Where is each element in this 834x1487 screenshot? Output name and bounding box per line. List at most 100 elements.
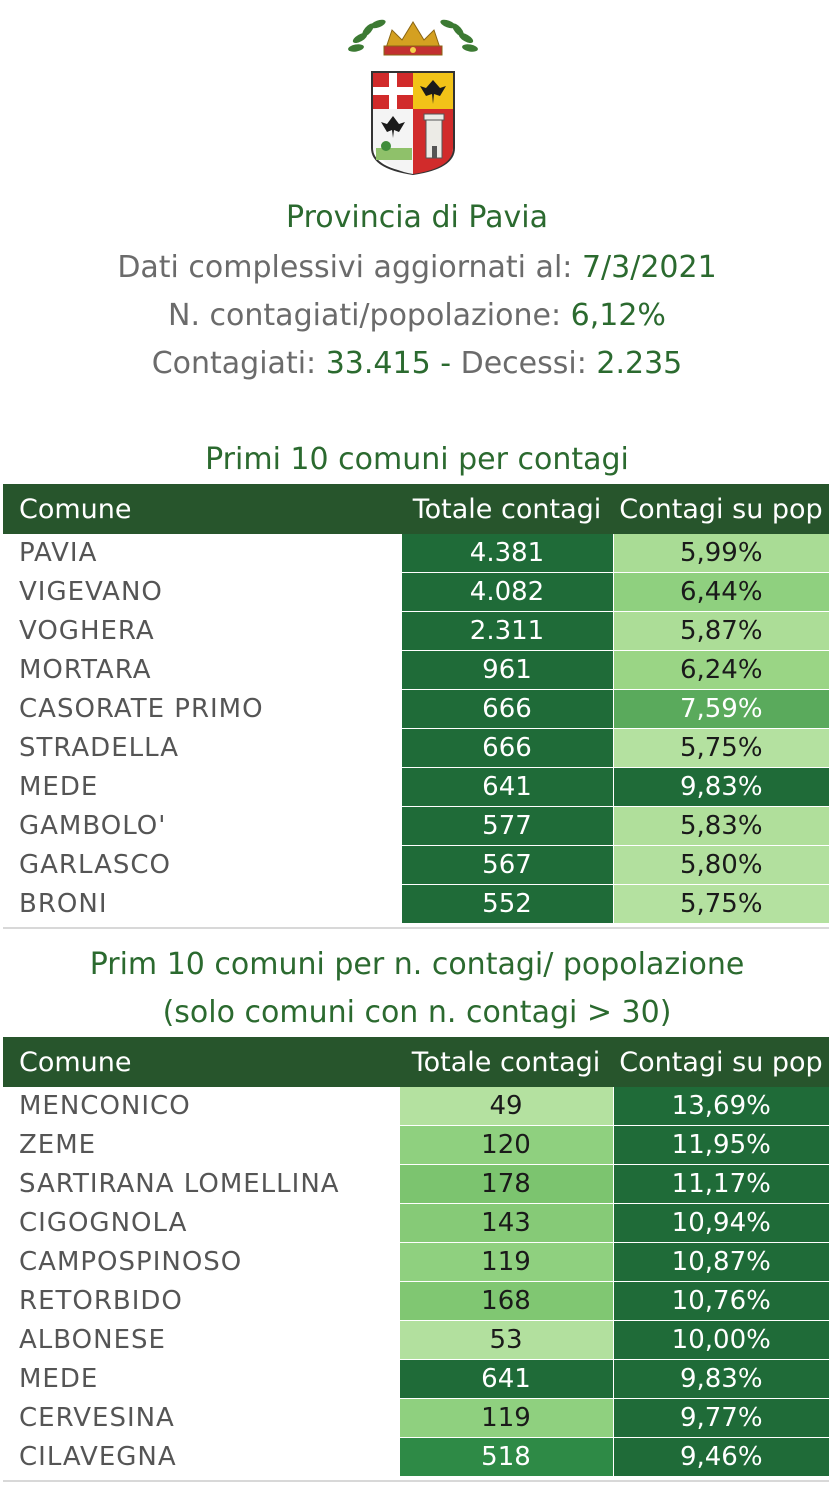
infected-label: Contagiati:	[151, 346, 317, 381]
cell-totale-contagi: 641	[398, 1359, 613, 1399]
ratio-line: N. contagiati/popolazione: 6,12%	[0, 298, 834, 333]
update-date: 7/3/2021	[581, 250, 717, 285]
cell-totale-contagi: 4.082	[400, 572, 613, 612]
cell-totale-contagi: 552	[400, 884, 613, 924]
table-row[interactable]: PAVIA 4.381 5,99%	[3, 534, 829, 573]
cell-contagi-su-pop: 9,83%	[612, 1359, 829, 1399]
cell-contagi-su-pop: 7,59%	[612, 689, 829, 729]
cell-contagi-su-pop: 10,76%	[612, 1281, 829, 1321]
update-line: Dati complessivi aggiornati al: 7/3/2021	[0, 250, 834, 285]
cell-comune: MORTARA	[3, 650, 401, 690]
table2-title-line2: (solo comuni con n. contagi > 30)	[162, 995, 672, 1030]
cell-contagi-su-pop: 9,83%	[612, 767, 829, 807]
cell-contagi-su-pop: 5,80%	[612, 845, 829, 885]
cell-comune: MEDE	[3, 1359, 399, 1399]
deaths-value: 2.235	[596, 346, 683, 381]
cell-comune: STRADELLA	[3, 728, 401, 768]
table1-bottom-rule	[3, 927, 829, 929]
cell-totale-contagi: 4.381	[400, 534, 613, 573]
table-header-row: Comune Totale contagi Contagi su pop	[3, 1037, 829, 1087]
cell-comune: PAVIA	[3, 534, 401, 573]
cell-totale-contagi: 666	[400, 728, 613, 768]
cell-comune: ALBONESE	[3, 1320, 399, 1360]
cell-contagi-su-pop: 13,69%	[612, 1087, 829, 1126]
column-header-pop[interactable]: Contagi su pop	[613, 484, 829, 534]
cell-comune: CAMPOSPINOSO	[3, 1242, 399, 1282]
table-row[interactable]: RETORBIDO 168 10,76%	[3, 1281, 829, 1321]
cell-comune: SARTIRANA LOMELLINA	[3, 1164, 399, 1204]
column-header-totale[interactable]: Totale contagi	[399, 1037, 613, 1087]
cell-totale-contagi: 119	[398, 1242, 613, 1282]
top-ratio-table: Comune Totale contagi Contagi su pop MEN…	[3, 1037, 829, 1477]
column-header-totale[interactable]: Totale contagi	[401, 484, 613, 534]
cell-totale-contagi: 53	[398, 1320, 613, 1360]
cell-totale-contagi: 143	[398, 1203, 613, 1243]
cell-contagi-su-pop: 5,75%	[612, 884, 829, 924]
cell-totale-contagi: 119	[398, 1398, 613, 1438]
cell-comune: CIGOGNOLA	[3, 1203, 399, 1243]
table-row[interactable]: ALBONESE 53 10,00%	[3, 1320, 829, 1360]
table-row[interactable]: CIGOGNOLA 143 10,94%	[3, 1203, 829, 1243]
update-label: Dati complessivi aggiornati al:	[117, 250, 573, 285]
cell-contagi-su-pop: 10,00%	[612, 1320, 829, 1360]
table-row[interactable]: GAMBOLO' 577 5,83%	[3, 806, 829, 846]
cell-totale-contagi: 567	[400, 845, 613, 885]
cell-contagi-su-pop: 9,77%	[612, 1398, 829, 1438]
table-row[interactable]: STRADELLA 666 5,75%	[3, 728, 829, 768]
infected-value: 33.415	[325, 346, 431, 381]
cell-comune: GAMBOLO'	[3, 806, 401, 846]
deaths-label: Decessi:	[460, 346, 587, 381]
cell-contagi-su-pop: 5,87%	[612, 611, 829, 651]
table-row[interactable]: VIGEVANO 4.082 6,44%	[3, 572, 829, 612]
table2-bottom-rule	[3, 1480, 829, 1482]
ratio-value: 6,12%	[570, 298, 666, 333]
table-row[interactable]: MEDE 641 9,83%	[3, 1359, 829, 1399]
table-row[interactable]: CAMPOSPINOSO 119 10,87%	[3, 1242, 829, 1282]
cell-totale-contagi: 178	[398, 1164, 613, 1204]
table-row[interactable]: BRONI 552 5,75%	[3, 884, 829, 924]
cell-comune: CERVESINA	[3, 1398, 399, 1438]
cell-contagi-su-pop: 11,17%	[612, 1164, 829, 1204]
table-row[interactable]: CILAVEGNA 518 9,46%	[3, 1437, 829, 1477]
table-row[interactable]: MEDE 641 9,83%	[3, 767, 829, 807]
cell-contagi-su-pop: 6,24%	[612, 650, 829, 690]
table-row[interactable]: CERVESINA 119 9,77%	[3, 1398, 829, 1438]
table-row[interactable]: ZEME 120 11,95%	[3, 1125, 829, 1165]
table-row[interactable]: VOGHERA 2.311 5,87%	[3, 611, 829, 651]
cell-comune: BRONI	[3, 884, 401, 924]
table-row[interactable]: GARLASCO 567 5,80%	[3, 845, 829, 885]
cell-contagi-su-pop: 10,94%	[612, 1203, 829, 1243]
cell-totale-contagi: 120	[398, 1125, 613, 1165]
cell-totale-contagi: 577	[400, 806, 613, 846]
cell-totale-contagi: 666	[400, 689, 613, 729]
cell-comune: RETORBIDO	[3, 1281, 399, 1321]
cell-contagi-su-pop: 10,87%	[612, 1242, 829, 1282]
cell-comune: ZEME	[3, 1125, 399, 1165]
cell-contagi-su-pop: 11,95%	[612, 1125, 829, 1165]
table-row[interactable]: MORTARA 961 6,24%	[3, 650, 829, 690]
column-header-pop[interactable]: Contagi su pop	[613, 1037, 829, 1087]
coat-of-arms-icon	[348, 19, 478, 176]
cell-contagi-su-pop: 9,46%	[612, 1437, 829, 1477]
table-row[interactable]: MENCONICO 49 13,69%	[3, 1087, 829, 1126]
separator: -	[440, 346, 452, 381]
cell-contagi-su-pop: 5,75%	[612, 728, 829, 768]
table-row[interactable]: CASORATE PRIMO 666 7,59%	[3, 689, 829, 729]
cell-totale-contagi: 641	[400, 767, 613, 807]
cell-totale-contagi: 518	[398, 1437, 613, 1477]
cell-totale-contagi: 49	[398, 1087, 613, 1126]
column-header-comune[interactable]: Comune	[3, 1037, 399, 1087]
page-title: Provincia di Pavia	[286, 200, 548, 235]
table1-title: Primi 10 comuni per contagi	[205, 442, 629, 477]
cell-comune: MEDE	[3, 767, 401, 807]
cell-comune: VIGEVANO	[3, 572, 401, 612]
cell-totale-contagi: 2.311	[400, 611, 613, 651]
column-header-comune[interactable]: Comune	[3, 484, 401, 534]
cell-contagi-su-pop: 6,44%	[612, 572, 829, 612]
cell-comune: VOGHERA	[3, 611, 401, 651]
cell-comune: CASORATE PRIMO	[3, 689, 401, 729]
table-row[interactable]: SARTIRANA LOMELLINA 178 11,17%	[3, 1164, 829, 1204]
table2-title-line1: Prim 10 comuni per n. contagi/ popolazio…	[89, 947, 745, 982]
cell-contagi-su-pop: 5,83%	[612, 806, 829, 846]
cell-comune: MENCONICO	[3, 1087, 399, 1126]
